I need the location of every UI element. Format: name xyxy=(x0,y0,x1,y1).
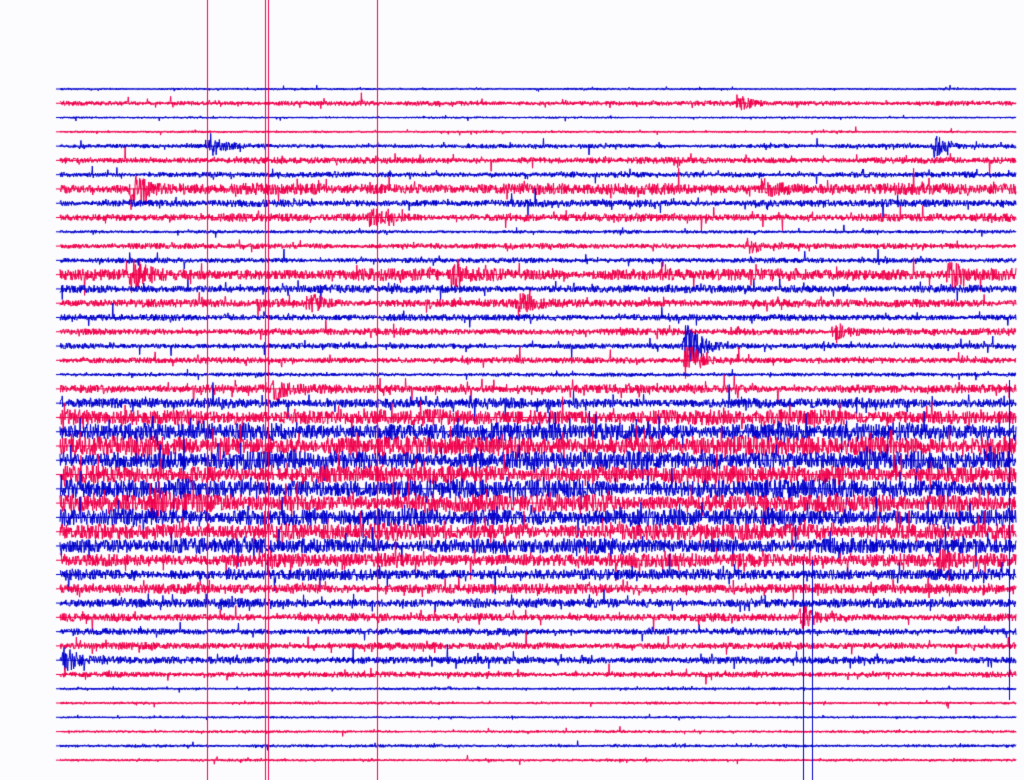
seismogram-canvas xyxy=(0,0,1024,780)
helicorder-plot: 1Y Kephalas Applied filter: WWSSN-SP 202… xyxy=(0,0,1024,780)
